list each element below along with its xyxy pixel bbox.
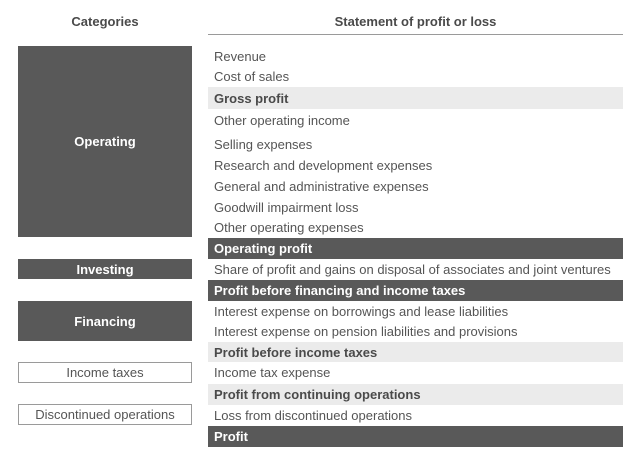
line-selling-expenses: Selling expenses [214, 137, 313, 152]
line-interest-borrowings: Interest expense on borrowings and lease… [214, 303, 509, 319]
category-financing: Financing [18, 301, 192, 341]
line-rnd-expenses: Research and development expenses [214, 158, 433, 173]
statement-header: Statement of profit or loss [334, 14, 497, 29]
line-other-operating-income: Other operating income [214, 113, 350, 128]
line-operating-profit: Operating profit [208, 238, 623, 259]
category-income-taxes: Income taxes [18, 362, 192, 383]
line-income-tax-expense: Income tax expense [214, 365, 331, 380]
category-discontinued-operations: Discontinued operations [18, 404, 192, 425]
line-profit-before-financing: Profit before financing and income taxes [208, 280, 623, 301]
line-profit: Profit [208, 426, 623, 447]
line-loss-discontinued-operations: Loss from discontinued operations [214, 407, 413, 423]
line-other-operating-expenses: Other operating expenses [214, 220, 364, 235]
line-interest-pension: Interest expense on pension liabilities … [214, 323, 518, 339]
line-ga-expenses: General and administrative expenses [214, 179, 429, 194]
line-share-of-profit: Share of profit and gains on disposal of… [214, 262, 611, 277]
line-revenue: Revenue [214, 48, 267, 64]
line-cost-of-sales: Cost of sales [214, 69, 290, 84]
line-gross-profit: Gross profit [208, 87, 623, 109]
category-operating: Operating [18, 46, 192, 237]
line-profit-continuing-operations: Profit from continuing operations [208, 384, 623, 405]
line-goodwill-impairment: Goodwill impairment loss [214, 199, 359, 215]
categories-header: Categories [71, 14, 139, 29]
header-divider [208, 34, 623, 35]
line-profit-before-income-taxes: Profit before income taxes [208, 342, 623, 362]
category-investing: Investing [18, 259, 192, 279]
